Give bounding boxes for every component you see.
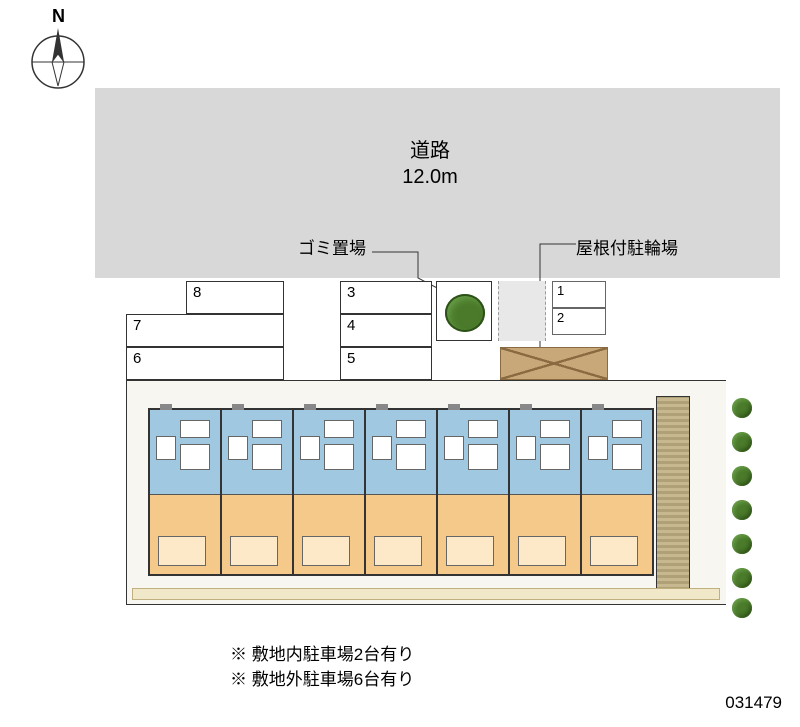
south-strip [132, 588, 720, 600]
site-plan: N 道路 12.0m ゴミ置場 屋根付駐輪場 876345 12 [0, 0, 800, 727]
bush-icon [732, 432, 752, 452]
parking-slot: 7 [126, 314, 284, 347]
parking-slot: 6 [126, 347, 284, 380]
paved-east [690, 380, 726, 605]
apartment-unit [221, 409, 293, 575]
east-walkway [656, 396, 690, 600]
bike-shed-cross-icon [501, 348, 607, 379]
apartment-unit [437, 409, 509, 575]
door-icon [160, 404, 172, 410]
unit-wet-area [438, 410, 508, 495]
apartment-unit [149, 409, 221, 575]
parking-slot: 5 [340, 347, 432, 380]
bush-icon [732, 398, 752, 418]
note-line-1: ※ 敷地内駐車場2台有り [230, 640, 414, 665]
bush-icon [732, 534, 752, 554]
bike-shed [500, 347, 608, 380]
door-icon [520, 404, 532, 410]
unit-living-area [582, 495, 652, 574]
door-icon [592, 404, 604, 410]
unit-wet-area [366, 410, 436, 495]
unit-wet-area [582, 410, 652, 495]
parking-slot: 8 [186, 281, 284, 314]
notes: ※ 敷地内駐車場2台有り ※ 敷地外駐車場6台有り [230, 640, 414, 690]
parking-slot: 3 [340, 281, 432, 314]
door-icon [448, 404, 460, 410]
unit-wet-area [294, 410, 364, 495]
apartment-unit [509, 409, 581, 575]
parking-slot: 4 [340, 314, 432, 347]
unit-wet-area [510, 410, 580, 495]
bush-icon [732, 568, 752, 588]
apartment-unit [581, 409, 653, 575]
door-icon [232, 404, 244, 410]
bush-icon [732, 500, 752, 520]
apartment-unit [293, 409, 365, 575]
note-line-2: ※ 敷地外駐車場6台有り [230, 665, 414, 690]
id-number: 031479 [725, 693, 782, 713]
garbage-spot [436, 281, 492, 341]
apartment-unit [365, 409, 437, 575]
unit-living-area [510, 495, 580, 574]
door-icon [304, 404, 316, 410]
unit-wet-area [150, 410, 220, 495]
bush-icon [732, 598, 752, 618]
entry-path [498, 281, 546, 341]
mini-slot: 2 [552, 308, 606, 335]
door-icon [376, 404, 388, 410]
unit-living-area [150, 495, 220, 574]
unit-living-area [222, 495, 292, 574]
bush-icon [732, 466, 752, 486]
unit-living-area [366, 495, 436, 574]
unit-living-area [294, 495, 364, 574]
building [148, 408, 654, 576]
unit-living-area [438, 495, 508, 574]
unit-wet-area [222, 410, 292, 495]
mini-slot: 1 [552, 281, 606, 308]
garbage-bush-icon [445, 294, 485, 332]
